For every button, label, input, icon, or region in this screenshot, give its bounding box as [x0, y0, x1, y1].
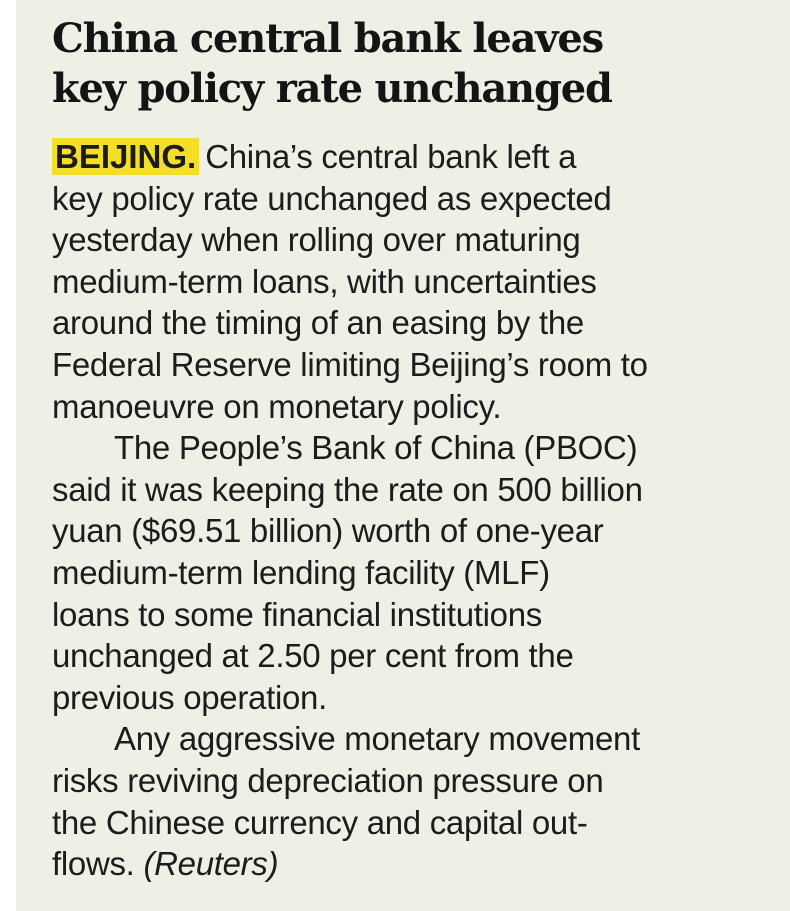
body-line: loans to some financial institutions	[52, 595, 542, 633]
headline-line: key policy rate unchanged	[52, 65, 613, 112]
paragraph-3: Any aggressive monetary movement risks r…	[52, 718, 787, 884]
article-body: BEIJING. China’s central bank left a key …	[52, 136, 787, 885]
body-line: around the timing of an easing by the	[52, 304, 584, 342]
body-line: yesterday when rolling over maturing	[52, 221, 581, 259]
body-line: the Chinese currency and capital out-	[52, 803, 588, 841]
body-line: said it was keeping the rate on 500 bill…	[52, 470, 643, 508]
headline: China central bank leaves key policy rat…	[52, 14, 782, 114]
body-line: manoeuvre on monetary policy.	[52, 387, 502, 425]
body-line: key policy rate unchanged as expected	[52, 179, 612, 217]
body-line-text: flows.	[52, 845, 135, 883]
headline-line: China central bank leaves	[52, 15, 604, 62]
body-line: unchanged at 2.50 per cent from the	[52, 637, 574, 675]
body-line: previous operation.	[52, 678, 327, 716]
byline: (Reuters)	[143, 845, 279, 883]
body-line-text: China’s central bank left a	[205, 138, 577, 175]
body-line: medium-term loans, with uncertainties	[52, 262, 597, 300]
paragraph-2: The People’s Bank of China (PBOC) said i…	[52, 427, 787, 718]
dateline: BEIJING.	[52, 138, 200, 175]
body-line: Any aggressive monetary movement	[114, 720, 640, 758]
body-line: BEIJING. China’s central bank left a	[52, 136, 787, 178]
body-line: risks reviving depreciation pressure on	[52, 761, 604, 799]
body-line: flows. (Reuters)	[52, 843, 787, 885]
article-clipping: China central bank leaves key policy rat…	[16, 0, 790, 911]
body-line: medium-term lending facility (MLF)	[52, 553, 550, 591]
paragraph-1: BEIJING. China’s central bank left a key …	[52, 136, 787, 427]
body-line: yuan ($69.51 billion) worth of one-year	[52, 512, 604, 550]
body-line: The People’s Bank of China (PBOC)	[114, 429, 638, 467]
body-line: Federal Reserve limiting Beijing’s room …	[52, 345, 648, 383]
